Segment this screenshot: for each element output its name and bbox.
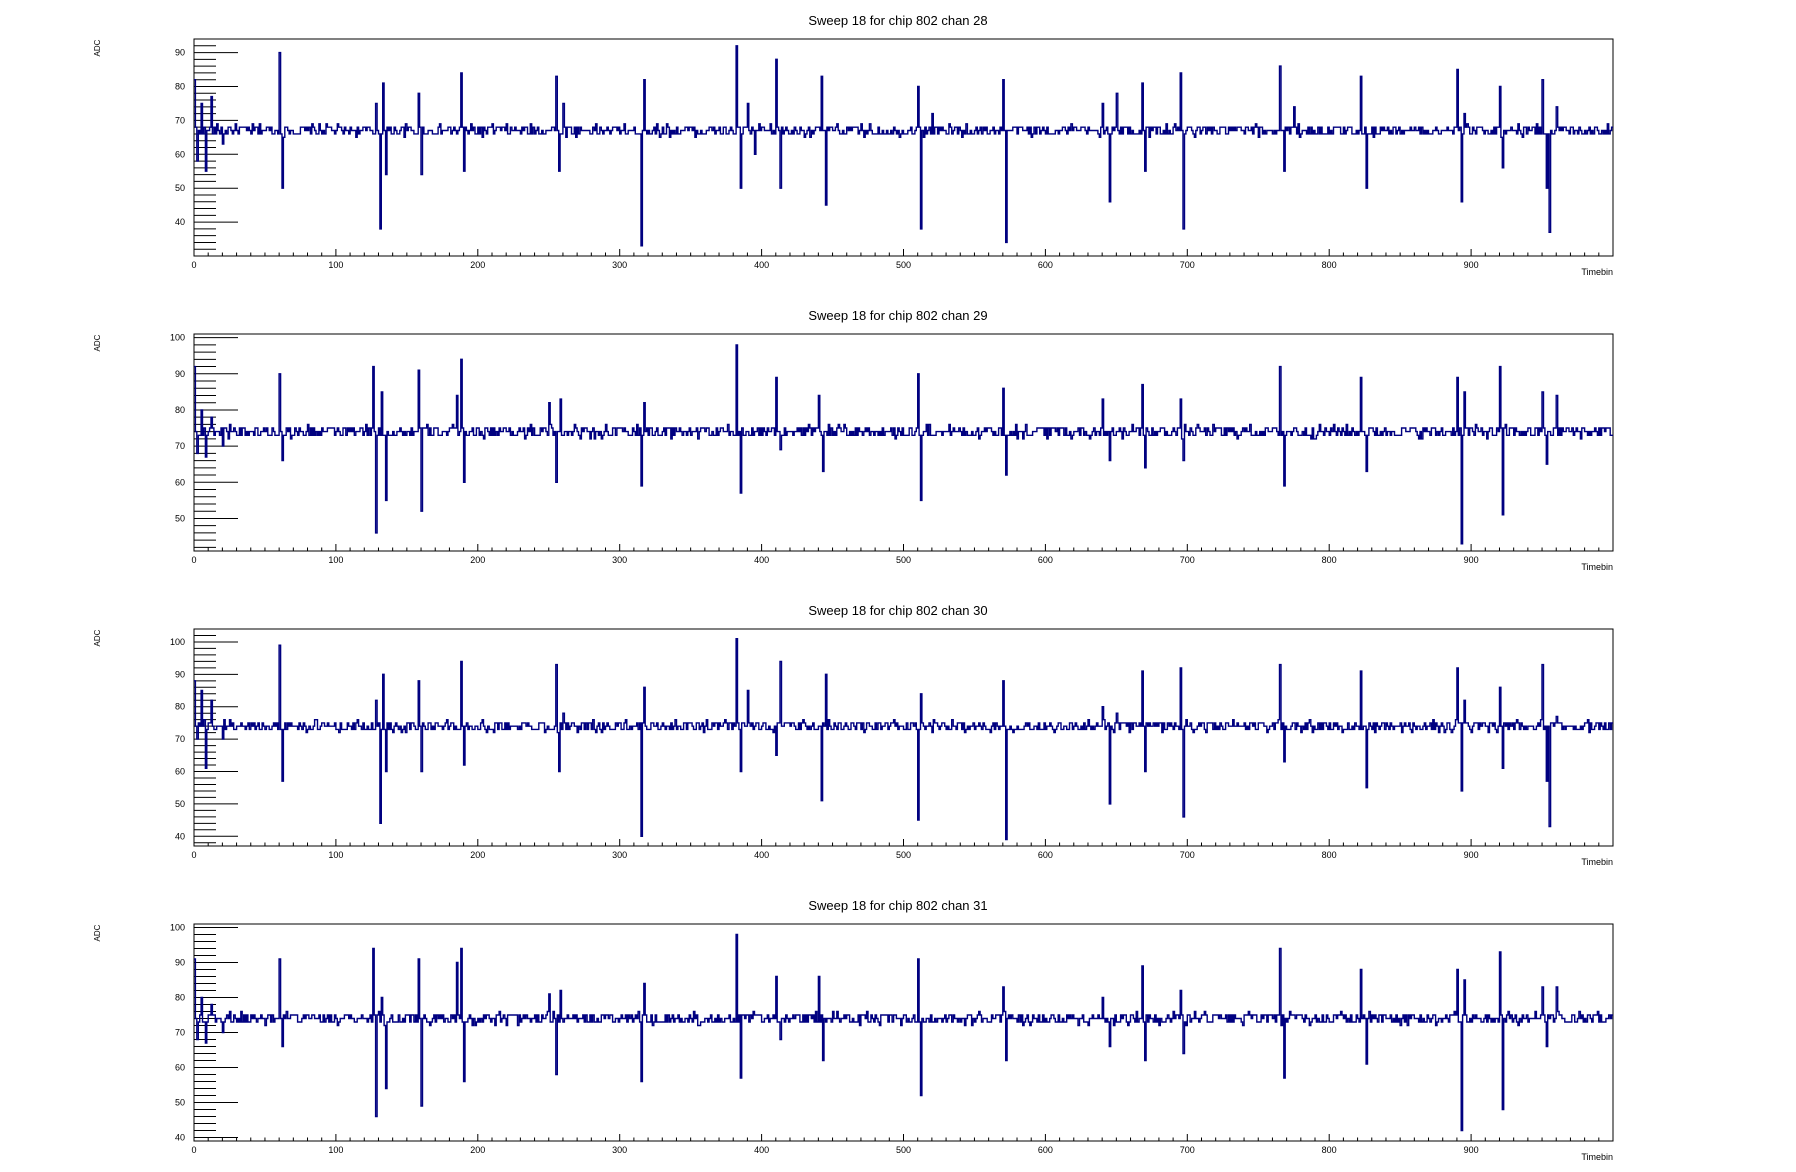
chart-panel-chan-30: Sweep 18 for chip 802 chan 30 ADC Timebi… xyxy=(93,603,1614,867)
x-tick-label: 400 xyxy=(754,555,769,565)
x-tick-label: 400 xyxy=(754,260,769,270)
chart-panel-chan-29: Sweep 18 for chip 802 chan 29 ADC Timebi… xyxy=(93,308,1614,572)
x-axis-label: Timebin xyxy=(1581,1152,1613,1162)
x-tick-label: 900 xyxy=(1464,1145,1479,1155)
y-axis: 50 60 70 80 90 100 xyxy=(170,333,238,548)
y-tick-label: 80 xyxy=(175,405,185,415)
x-tick-label: 700 xyxy=(1180,1145,1195,1155)
y-tick-label: 100 xyxy=(170,637,185,647)
adc-trace-line xyxy=(194,45,1613,247)
x-tick-label: 700 xyxy=(1180,850,1195,860)
y-tick-label: 100 xyxy=(170,333,185,343)
chart-panel-chan-28: Sweep 18 for chip 802 chan 28 ADC Timebi… xyxy=(93,13,1614,277)
y-axis-label: ADC xyxy=(93,334,102,351)
y-tick-label: 50 xyxy=(175,799,185,809)
y-axis: 40 50 60 70 80 90 100 xyxy=(170,628,238,844)
chart-title: Sweep 18 for chip 802 chan 29 xyxy=(808,308,987,323)
y-tick-label: 90 xyxy=(175,669,185,679)
chart-title: Sweep 18 for chip 802 chan 30 xyxy=(808,603,987,618)
x-tick-label: 900 xyxy=(1464,850,1479,860)
x-tick-label: 600 xyxy=(1038,260,1053,270)
x-tick-label: 500 xyxy=(896,1145,911,1155)
y-tick-label: 40 xyxy=(175,1133,185,1143)
plot-frame xyxy=(193,628,1614,847)
x-tick-label: 100 xyxy=(328,850,343,860)
x-axis-label: Timebin xyxy=(1581,857,1613,867)
x-tick-label: 0 xyxy=(191,555,196,565)
x-tick-label: 600 xyxy=(1038,555,1053,565)
y-tick-label: 80 xyxy=(175,702,185,712)
y-tick-label: 60 xyxy=(175,149,185,159)
x-tick-label: 100 xyxy=(328,1145,343,1155)
adc-trace-line xyxy=(194,344,1613,545)
chart-panel-chan-31: Sweep 18 for chip 802 chan 31 ADC Timebi… xyxy=(93,898,1614,1162)
x-tick-label: 700 xyxy=(1180,555,1195,565)
x-tick-label: 500 xyxy=(896,260,911,270)
y-tick-label: 80 xyxy=(175,993,185,1003)
y-tick-label: 90 xyxy=(175,369,185,379)
y-tick-label: 100 xyxy=(170,923,185,933)
x-tick-label: 200 xyxy=(470,1145,485,1155)
y-tick-label: 70 xyxy=(175,115,185,125)
adc-trace-line xyxy=(194,638,1613,841)
y-axis-label: ADC xyxy=(93,924,102,941)
x-tick-label: 700 xyxy=(1180,260,1195,270)
y-axis-label: ADC xyxy=(93,39,102,56)
y-tick-label: 70 xyxy=(175,734,185,744)
x-tick-label: 300 xyxy=(612,260,627,270)
x-tick-label: 100 xyxy=(328,555,343,565)
y-tick-label: 60 xyxy=(175,477,185,487)
x-axis: 0 100 200 300 400 500 600 700 800 900 xyxy=(191,544,1614,565)
x-tick-label: 300 xyxy=(612,1145,627,1155)
y-axis: 40 50 60 70 80 90 100 xyxy=(170,923,238,1143)
x-axis: 0 100 200 300 400 500 600 700 800 900 xyxy=(191,839,1614,860)
y-tick-label: 50 xyxy=(175,513,185,523)
x-tick-label: 300 xyxy=(612,850,627,860)
x-tick-label: 400 xyxy=(754,850,769,860)
x-tick-label: 400 xyxy=(754,1145,769,1155)
x-tick-label: 900 xyxy=(1464,260,1479,270)
x-tick-label: 800 xyxy=(1322,850,1337,860)
y-axis-label: ADC xyxy=(93,629,102,646)
x-tick-label: 900 xyxy=(1464,555,1479,565)
x-axis-label: Timebin xyxy=(1581,562,1613,572)
x-tick-label: 600 xyxy=(1038,850,1053,860)
y-tick-label: 40 xyxy=(175,217,185,227)
y-tick-label: 50 xyxy=(175,1098,185,1108)
x-tick-label: 0 xyxy=(191,850,196,860)
y-tick-label: 50 xyxy=(175,183,185,193)
y-tick-label: 60 xyxy=(175,1063,185,1073)
plot-frame xyxy=(193,333,1614,552)
x-tick-label: 0 xyxy=(191,260,196,270)
y-tick-label: 90 xyxy=(175,48,185,58)
y-tick-label: 90 xyxy=(175,958,185,968)
y-tick-label: 70 xyxy=(175,441,185,451)
x-axis-label: Timebin xyxy=(1581,267,1613,277)
x-tick-label: 800 xyxy=(1322,1145,1337,1155)
x-tick-label: 300 xyxy=(612,555,627,565)
x-axis: 0 100 200 300 400 500 600 700 800 900 xyxy=(191,1134,1614,1155)
x-tick-label: 600 xyxy=(1038,1145,1053,1155)
x-tick-label: 200 xyxy=(470,555,485,565)
x-tick-label: 0 xyxy=(191,1145,196,1155)
x-axis: 0 100 200 300 400 500 600 700 800 900 xyxy=(191,249,1614,270)
y-tick-label: 70 xyxy=(175,1028,185,1038)
x-tick-label: 800 xyxy=(1322,260,1337,270)
y-tick-label: 60 xyxy=(175,767,185,777)
x-tick-label: 500 xyxy=(896,555,911,565)
x-tick-label: 500 xyxy=(896,850,911,860)
x-tick-label: 200 xyxy=(470,850,485,860)
y-tick-label: 80 xyxy=(175,81,185,91)
y-tick-label: 40 xyxy=(175,831,185,841)
x-tick-label: 100 xyxy=(328,260,343,270)
plot-frame xyxy=(193,923,1614,1142)
chart-title: Sweep 18 for chip 802 chan 28 xyxy=(808,13,987,28)
x-tick-label: 800 xyxy=(1322,555,1337,565)
chart-title: Sweep 18 for chip 802 chan 31 xyxy=(808,898,987,913)
x-tick-label: 200 xyxy=(470,260,485,270)
plot-frame xyxy=(193,38,1614,257)
adc-trace-line xyxy=(194,933,1613,1132)
